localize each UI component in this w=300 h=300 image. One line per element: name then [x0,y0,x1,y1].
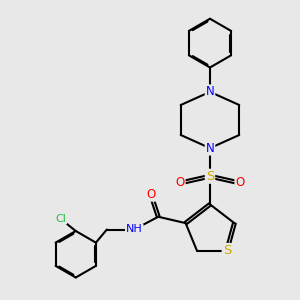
Text: O: O [176,176,184,190]
Text: O: O [146,188,155,201]
Text: N: N [206,142,214,154]
Text: S: S [223,244,231,257]
Text: Cl: Cl [55,214,66,224]
Text: N: N [206,85,214,98]
Text: S: S [206,170,214,183]
Text: O: O [236,176,244,190]
Text: NH: NH [126,224,142,235]
